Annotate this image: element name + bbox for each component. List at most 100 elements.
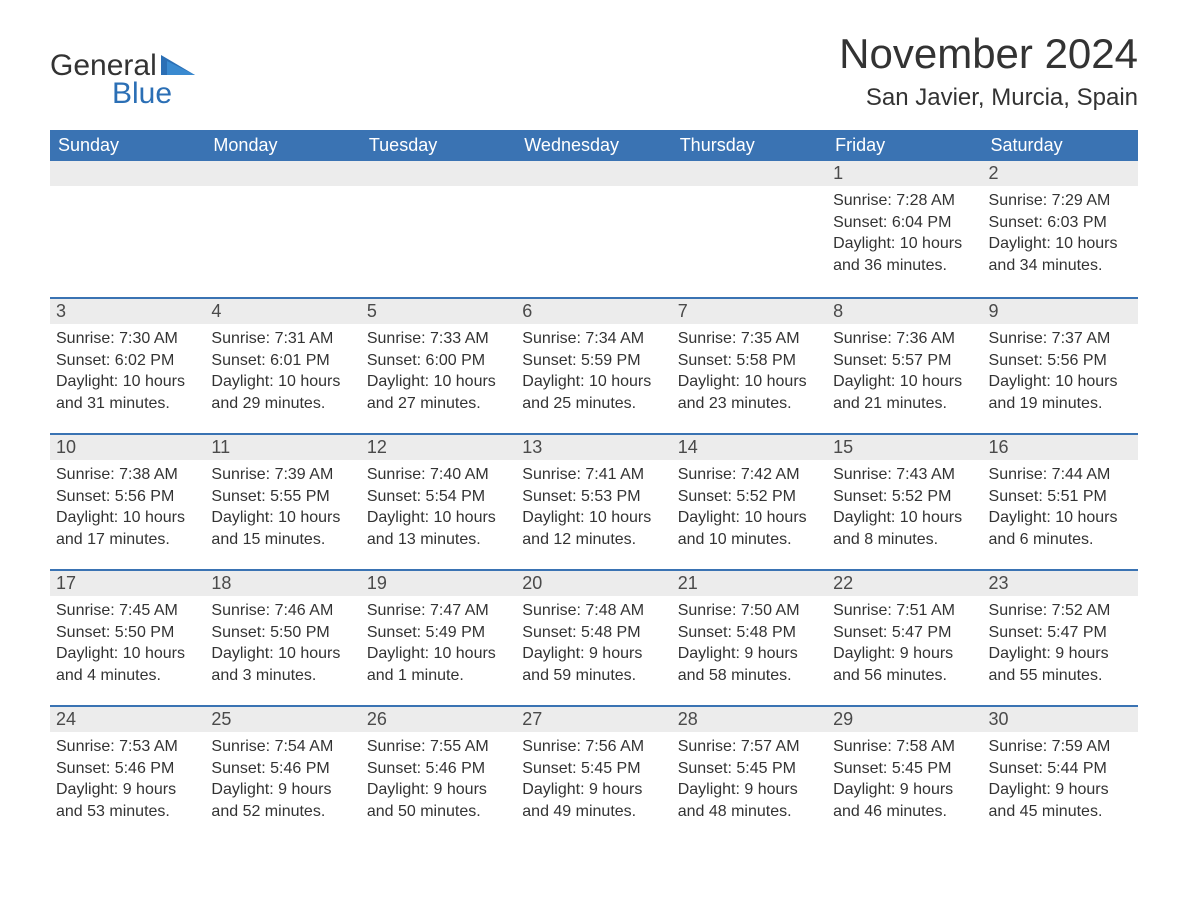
- calendar-body: 1Sunrise: 7:28 AMSunset: 6:04 PMDaylight…: [50, 161, 1138, 841]
- day-number: 21: [672, 571, 827, 596]
- calendar-day-cell: 28Sunrise: 7:57 AMSunset: 5:45 PMDayligh…: [672, 705, 827, 841]
- day-number: 17: [50, 571, 205, 596]
- sunrise-text: Sunrise: 7:38 AM: [56, 464, 199, 486]
- sunrise-text: Sunrise: 7:44 AM: [989, 464, 1132, 486]
- sunrise-text: Sunrise: 7:46 AM: [211, 600, 354, 622]
- day-header: Thursday: [672, 130, 827, 161]
- sunset-text: Sunset: 5:46 PM: [56, 758, 199, 780]
- calendar-day-cell: 13Sunrise: 7:41 AMSunset: 5:53 PMDayligh…: [516, 433, 671, 569]
- sunset-text: Sunset: 5:49 PM: [367, 622, 510, 644]
- day-number: 28: [672, 707, 827, 732]
- sunset-text: Sunset: 6:02 PM: [56, 350, 199, 372]
- day-number: 7: [672, 299, 827, 324]
- calendar-day-cell: 6Sunrise: 7:34 AMSunset: 5:59 PMDaylight…: [516, 297, 671, 433]
- calendar-day-cell: 26Sunrise: 7:55 AMSunset: 5:46 PMDayligh…: [361, 705, 516, 841]
- sunset-text: Sunset: 5:50 PM: [56, 622, 199, 644]
- calendar-week-row: 17Sunrise: 7:45 AMSunset: 5:50 PMDayligh…: [50, 569, 1138, 705]
- daylight-text: Daylight: 9 hours and 58 minutes.: [678, 643, 821, 686]
- sunrise-text: Sunrise: 7:50 AM: [678, 600, 821, 622]
- sunset-text: Sunset: 5:48 PM: [522, 622, 665, 644]
- day-details: Sunrise: 7:37 AMSunset: 5:56 PMDaylight:…: [983, 324, 1138, 420]
- sunrise-text: Sunrise: 7:36 AM: [833, 328, 976, 350]
- daylight-text: Daylight: 10 hours and 12 minutes.: [522, 507, 665, 550]
- sunset-text: Sunset: 5:53 PM: [522, 486, 665, 508]
- sunrise-text: Sunrise: 7:45 AM: [56, 600, 199, 622]
- day-number: [50, 161, 205, 186]
- day-number: 25: [205, 707, 360, 732]
- sunset-text: Sunset: 5:52 PM: [833, 486, 976, 508]
- day-details: Sunrise: 7:52 AMSunset: 5:47 PMDaylight:…: [983, 596, 1138, 692]
- daylight-text: Daylight: 10 hours and 23 minutes.: [678, 371, 821, 414]
- sunrise-text: Sunrise: 7:35 AM: [678, 328, 821, 350]
- sunset-text: Sunset: 5:56 PM: [56, 486, 199, 508]
- day-details: Sunrise: 7:40 AMSunset: 5:54 PMDaylight:…: [361, 460, 516, 556]
- sunrise-text: Sunrise: 7:47 AM: [367, 600, 510, 622]
- sunrise-text: Sunrise: 7:37 AM: [989, 328, 1132, 350]
- day-details: Sunrise: 7:58 AMSunset: 5:45 PMDaylight:…: [827, 732, 982, 828]
- daylight-text: Daylight: 10 hours and 17 minutes.: [56, 507, 199, 550]
- day-number: 18: [205, 571, 360, 596]
- calendar-day-cell: 21Sunrise: 7:50 AMSunset: 5:48 PMDayligh…: [672, 569, 827, 705]
- calendar-day-cell: 8Sunrise: 7:36 AMSunset: 5:57 PMDaylight…: [827, 297, 982, 433]
- calendar-week-row: 24Sunrise: 7:53 AMSunset: 5:46 PMDayligh…: [50, 705, 1138, 841]
- calendar-day-cell: 16Sunrise: 7:44 AMSunset: 5:51 PMDayligh…: [983, 433, 1138, 569]
- day-details: Sunrise: 7:41 AMSunset: 5:53 PMDaylight:…: [516, 460, 671, 556]
- day-details: Sunrise: 7:46 AMSunset: 5:50 PMDaylight:…: [205, 596, 360, 692]
- day-number: 1: [827, 161, 982, 186]
- sunset-text: Sunset: 5:50 PM: [211, 622, 354, 644]
- calendar-day-cell: 27Sunrise: 7:56 AMSunset: 5:45 PMDayligh…: [516, 705, 671, 841]
- sunset-text: Sunset: 5:52 PM: [678, 486, 821, 508]
- daylight-text: Daylight: 9 hours and 59 minutes.: [522, 643, 665, 686]
- sunset-text: Sunset: 5:47 PM: [989, 622, 1132, 644]
- daylight-text: Daylight: 9 hours and 48 minutes.: [678, 779, 821, 822]
- daylight-text: Daylight: 10 hours and 21 minutes.: [833, 371, 976, 414]
- sunset-text: Sunset: 5:51 PM: [989, 486, 1132, 508]
- sunrise-text: Sunrise: 7:59 AM: [989, 736, 1132, 758]
- calendar-day-cell: 1Sunrise: 7:28 AMSunset: 6:04 PMDaylight…: [827, 161, 982, 297]
- sunset-text: Sunset: 5:45 PM: [678, 758, 821, 780]
- day-number: 27: [516, 707, 671, 732]
- sunset-text: Sunset: 5:44 PM: [989, 758, 1132, 780]
- sunrise-text: Sunrise: 7:28 AM: [833, 190, 976, 212]
- location: San Javier, Murcia, Spain: [839, 84, 1138, 112]
- day-number: [205, 161, 360, 186]
- day-details: Sunrise: 7:43 AMSunset: 5:52 PMDaylight:…: [827, 460, 982, 556]
- sunrise-text: Sunrise: 7:53 AM: [56, 736, 199, 758]
- day-details: Sunrise: 7:48 AMSunset: 5:48 PMDaylight:…: [516, 596, 671, 692]
- daylight-text: Daylight: 9 hours and 55 minutes.: [989, 643, 1132, 686]
- sunset-text: Sunset: 5:58 PM: [678, 350, 821, 372]
- day-details: Sunrise: 7:29 AMSunset: 6:03 PMDaylight:…: [983, 186, 1138, 282]
- sunrise-text: Sunrise: 7:56 AM: [522, 736, 665, 758]
- day-header: Monday: [205, 130, 360, 161]
- day-details: Sunrise: 7:50 AMSunset: 5:48 PMDaylight:…: [672, 596, 827, 692]
- day-header: Sunday: [50, 130, 205, 161]
- daylight-text: Daylight: 10 hours and 36 minutes.: [833, 233, 976, 276]
- sunset-text: Sunset: 5:45 PM: [833, 758, 976, 780]
- day-details: Sunrise: 7:53 AMSunset: 5:46 PMDaylight:…: [50, 732, 205, 828]
- sunset-text: Sunset: 5:48 PM: [678, 622, 821, 644]
- day-header: Tuesday: [361, 130, 516, 161]
- day-header: Wednesday: [516, 130, 671, 161]
- sunrise-text: Sunrise: 7:55 AM: [367, 736, 510, 758]
- sunrise-text: Sunrise: 7:52 AM: [989, 600, 1132, 622]
- day-number: 16: [983, 435, 1138, 460]
- calendar-day-cell: 15Sunrise: 7:43 AMSunset: 5:52 PMDayligh…: [827, 433, 982, 569]
- sunset-text: Sunset: 5:47 PM: [833, 622, 976, 644]
- day-details: Sunrise: 7:28 AMSunset: 6:04 PMDaylight:…: [827, 186, 982, 282]
- day-details: Sunrise: 7:59 AMSunset: 5:44 PMDaylight:…: [983, 732, 1138, 828]
- day-number: 11: [205, 435, 360, 460]
- sunrise-text: Sunrise: 7:30 AM: [56, 328, 199, 350]
- calendar-day-cell: 7Sunrise: 7:35 AMSunset: 5:58 PMDaylight…: [672, 297, 827, 433]
- month-title: November 2024: [839, 30, 1138, 78]
- daylight-text: Daylight: 9 hours and 53 minutes.: [56, 779, 199, 822]
- sunrise-text: Sunrise: 7:54 AM: [211, 736, 354, 758]
- sunrise-text: Sunrise: 7:34 AM: [522, 328, 665, 350]
- day-number: 24: [50, 707, 205, 732]
- calendar-day-cell: 14Sunrise: 7:42 AMSunset: 5:52 PMDayligh…: [672, 433, 827, 569]
- day-details: Sunrise: 7:35 AMSunset: 5:58 PMDaylight:…: [672, 324, 827, 420]
- sunset-text: Sunset: 5:45 PM: [522, 758, 665, 780]
- calendar-day-cell: 5Sunrise: 7:33 AMSunset: 6:00 PMDaylight…: [361, 297, 516, 433]
- sunrise-text: Sunrise: 7:31 AM: [211, 328, 354, 350]
- calendar-head: SundayMondayTuesdayWednesdayThursdayFrid…: [50, 130, 1138, 161]
- daylight-text: Daylight: 10 hours and 13 minutes.: [367, 507, 510, 550]
